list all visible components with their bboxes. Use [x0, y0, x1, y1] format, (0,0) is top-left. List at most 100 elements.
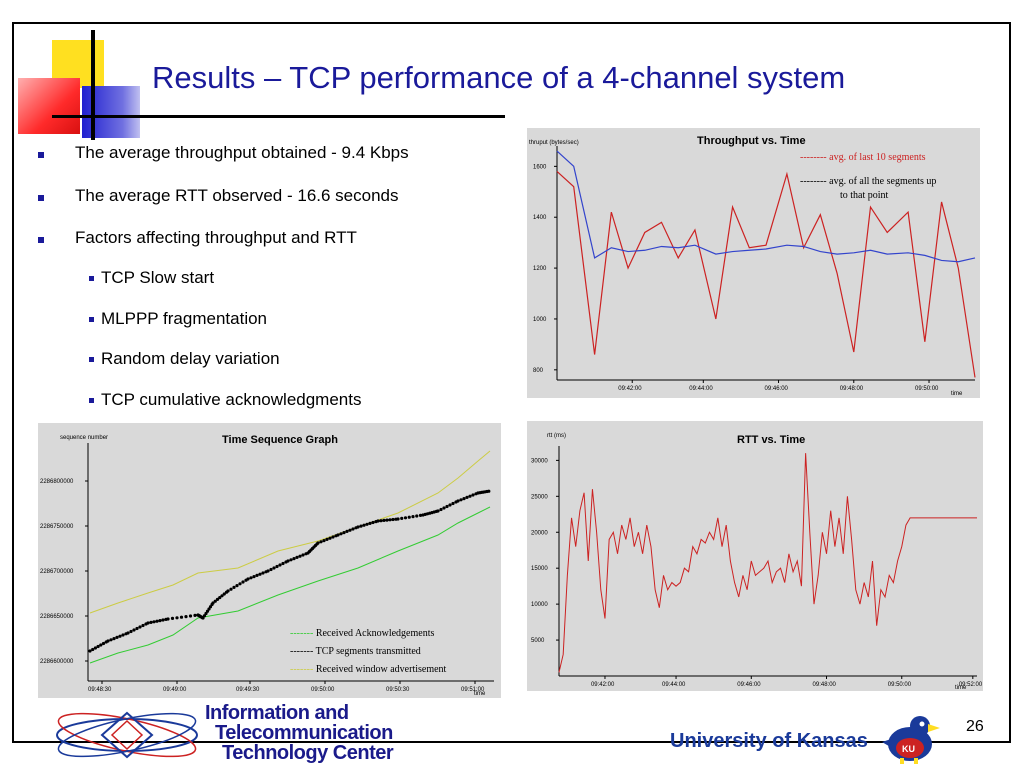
tsg-segment-point — [99, 643, 103, 647]
bullet-marker — [38, 152, 44, 158]
tsg-x-tick-label: 09:48:30 — [88, 687, 112, 693]
bullet-throughput: The average throughput obtained - 9.4 Kb… — [75, 143, 409, 162]
tsg-segment-point — [184, 615, 188, 619]
tsg-segment-point — [202, 614, 207, 618]
tsg-segment-point — [339, 532, 343, 536]
tsg-segment-point — [301, 553, 305, 557]
tsg-segment-point — [255, 573, 259, 577]
tsg-segment-point — [298, 554, 302, 558]
tsg-segment-point — [170, 616, 175, 620]
throughput-legend-last10: -------- avg. of last 10 segments — [800, 152, 926, 163]
time-sequence-chart-title: Time Sequence Graph — [222, 434, 338, 446]
tsg-segment-point — [252, 575, 256, 579]
tsg-segment-point — [155, 619, 159, 623]
tsg-segment-point — [445, 504, 449, 509]
tsg-segment-point — [179, 615, 184, 619]
tsg-segment-point — [152, 620, 156, 624]
sub-bullet-slow-start: TCP Slow start — [101, 268, 215, 287]
sub-bullet-cumulative-ack: TCP cumulative acknowledgments — [101, 390, 362, 409]
tsg-segment-point — [368, 521, 372, 525]
tsg-segment-point — [258, 572, 262, 576]
sub-bullet-mlppp: MLPPP fragmentation — [101, 309, 267, 328]
tsg-segment-point — [208, 605, 213, 609]
tsg-segment-point — [351, 527, 355, 531]
throughput-y-tick-label: 1200 — [533, 266, 547, 272]
tsg-segment-point — [328, 536, 332, 540]
tsg-segment-point — [241, 580, 245, 584]
page-number: 26 — [966, 718, 984, 735]
tsg-segment-point — [126, 631, 130, 635]
rtt-chart-svg: RTT vs. Time rtt (ms) time 5000 10000 1500… — [531, 433, 983, 691]
throughput-series-last10 — [556, 170, 976, 378]
throughput-series-all — [556, 150, 976, 263]
throughput-y-tick-label: 800 — [533, 368, 544, 374]
tsg-segment-point — [281, 561, 285, 566]
tsg-segment-point — [456, 499, 460, 503]
tsg-segment-point — [229, 587, 233, 591]
tsg-segment-point — [246, 577, 250, 581]
tsg-segment-point — [106, 639, 110, 643]
tsg-segment-point — [149, 620, 153, 624]
throughput-chart-xlabel: time — [951, 391, 963, 397]
tsg-segment-point — [391, 517, 395, 522]
time-sequence-chart-svg: Time Sequence Graph sequence number time… — [40, 434, 494, 697]
tsg-segment-point — [218, 596, 222, 600]
tsg-segment-point — [101, 641, 106, 646]
tsg-segment-point — [91, 647, 95, 652]
tsg-segment-point — [161, 618, 165, 622]
tsg-segment-point — [146, 621, 150, 625]
jayhawk-mascot-icon: KU — [882, 716, 940, 764]
tsg-segment-point — [289, 558, 293, 562]
tsg-segment-point — [138, 625, 142, 629]
ittc-line3: Technology Center — [222, 742, 394, 764]
tsg-segment-point — [238, 582, 242, 586]
tsg-segment-point — [359, 524, 363, 528]
tsg-segment-point — [188, 614, 193, 618]
tsg-segment-point — [96, 644, 100, 649]
rtt-x-tick-label: 09:48:00 — [813, 682, 837, 688]
tsg-segment-point — [448, 503, 452, 507]
ittc-logo-icon — [56, 711, 198, 759]
rtt-y-tick-label: 10000 — [531, 602, 548, 608]
tsg-y-tick-label: 2286700000 — [40, 569, 74, 575]
mascot-label: KU — [902, 744, 915, 754]
tsg-segment-point — [468, 494, 472, 498]
throughput-x-tick-label: 09:44:00 — [689, 386, 713, 392]
rtt-x-tick-label: 09:42:00 — [591, 682, 615, 688]
rtt-chart-xlabel: time — [955, 685, 967, 691]
tsg-segment-point — [135, 626, 139, 631]
time-sequence-chart: Time Sequence Graph sequence number time… — [38, 423, 501, 698]
tsg-x-tick-label: 09:51:00 — [461, 687, 485, 693]
throughput-x-tick-label: 09:48:00 — [840, 386, 864, 392]
tsg-segment-point — [141, 623, 145, 628]
rtt-y-tick-label: 30000 — [531, 458, 548, 464]
tsg-segment-point — [175, 616, 179, 620]
tsg-legend-segments: ------- TCP segments transmitted — [290, 646, 421, 657]
tsg-segment-point — [269, 567, 273, 572]
logo-vertical-bar — [91, 30, 95, 140]
tsg-x-tick-label: 09:49:00 — [163, 687, 187, 693]
rtt-x-tick-label: 09:44:00 — [662, 682, 686, 688]
time-sequence-chart-xlabel: time — [474, 691, 486, 697]
tsg-segment-point — [232, 585, 236, 589]
tsg-legend-window: ------- Received window advertisement — [290, 664, 447, 675]
throughput-chart: Throughput vs. Time thruput (bytes/sec) … — [527, 128, 980, 398]
university-name: University of Kansas — [670, 730, 868, 752]
tsg-segment-point — [336, 533, 340, 537]
tsg-segment-point — [451, 501, 455, 506]
tsg-segment-point — [459, 498, 463, 502]
tsg-segment-point — [365, 522, 369, 526]
tsg-x-tick-label: 09:49:30 — [236, 687, 260, 693]
tsg-segment-point — [407, 515, 411, 519]
tsg-segment-point — [471, 493, 475, 497]
sub-bullet-marker — [89, 357, 94, 362]
sub-bullet-marker — [89, 317, 94, 322]
tsg-segment-point — [382, 518, 386, 522]
tsg-segment-point — [418, 513, 423, 517]
tsg-segment-point — [272, 566, 276, 570]
rtt-chart: RTT vs. Time rtt (ms) time 5000 10000 1500… — [527, 421, 983, 691]
tsg-segment-point — [415, 514, 419, 518]
tsg-segment-point — [226, 589, 230, 593]
tsg-x-tick-label: 09:50:00 — [311, 687, 335, 693]
tsg-x-tick-label: 09:50:30 — [386, 687, 410, 693]
